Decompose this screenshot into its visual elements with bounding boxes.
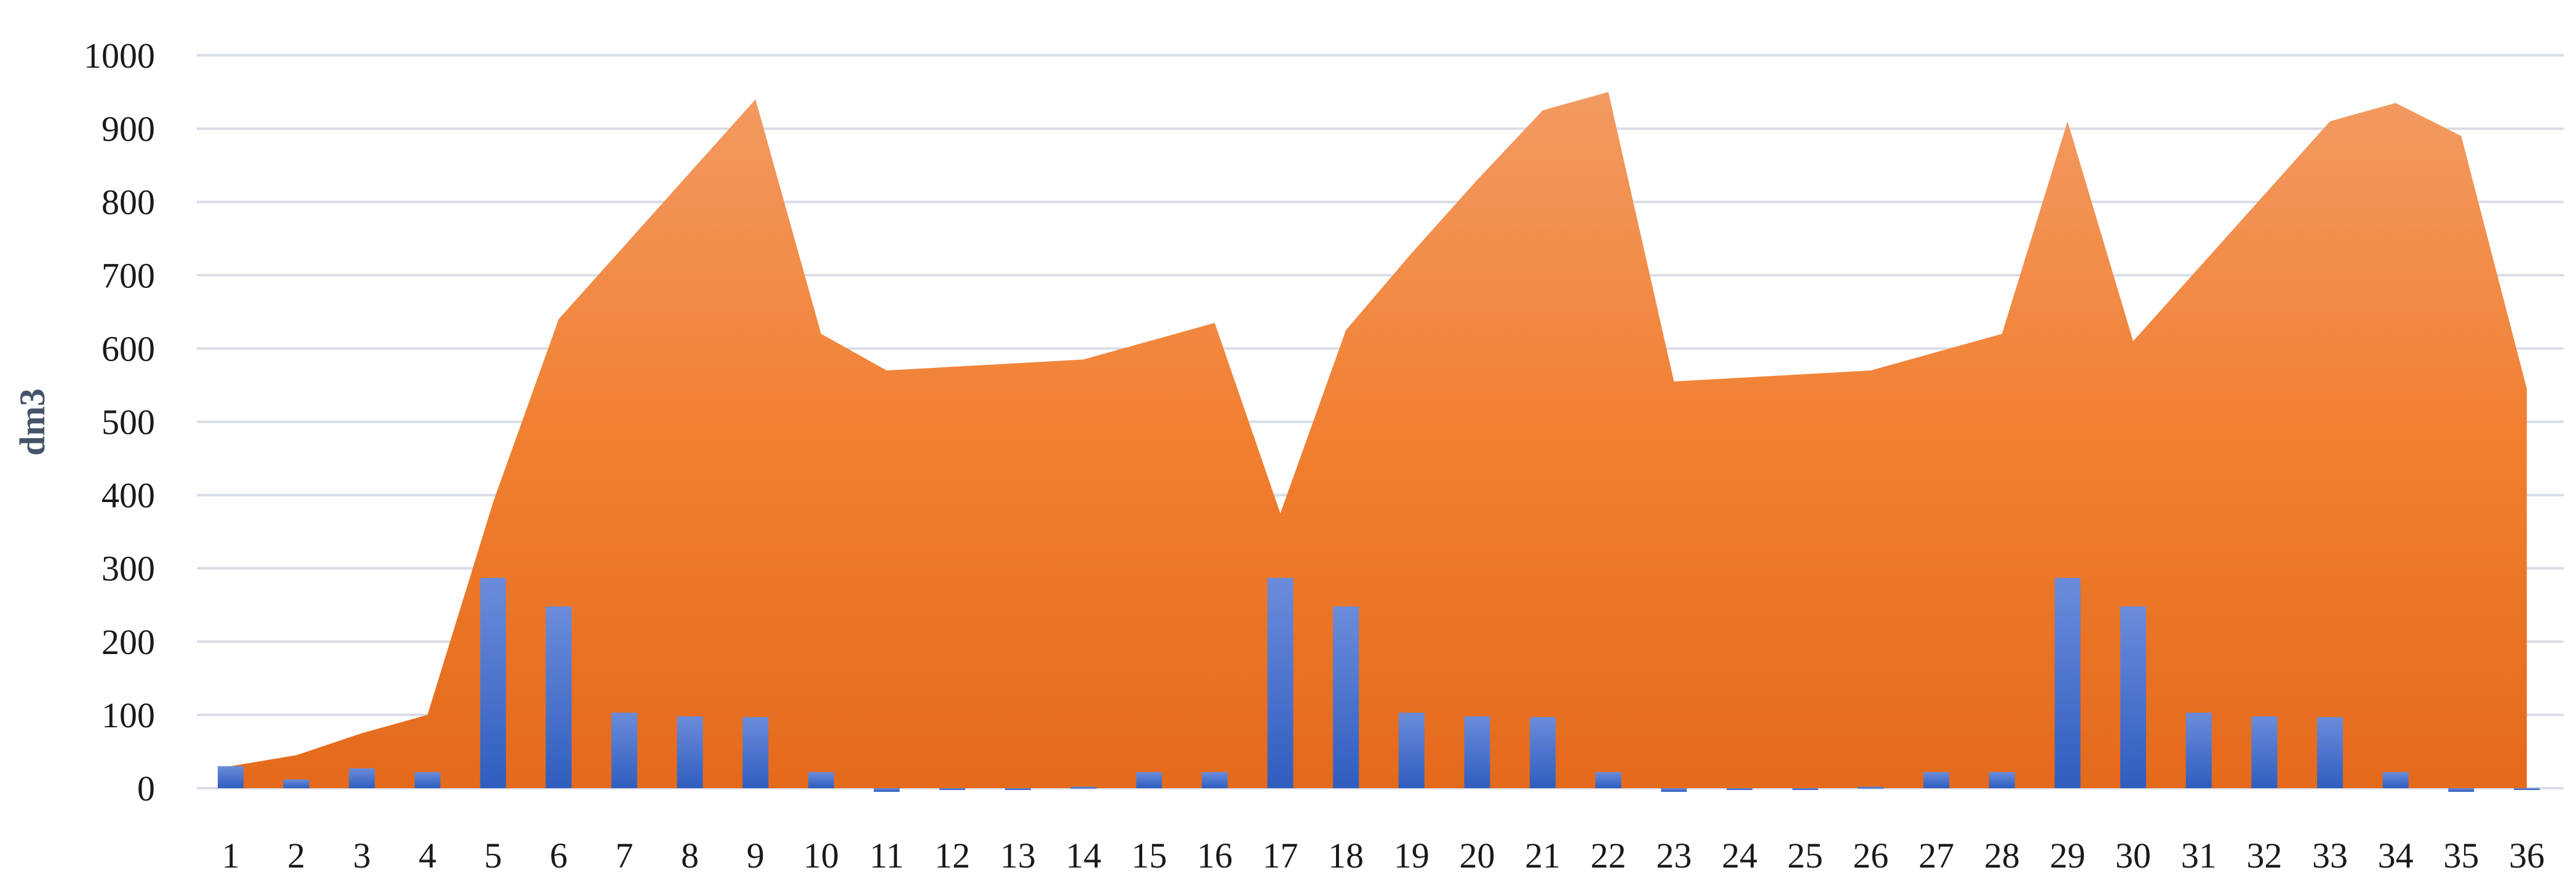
y-axis-title: dm3 bbox=[12, 388, 52, 456]
bar bbox=[1595, 772, 1621, 788]
x-tick-label: 6 bbox=[550, 836, 568, 876]
x-tick-label: 26 bbox=[1853, 836, 1888, 876]
bar bbox=[1923, 772, 1950, 788]
bar bbox=[2514, 788, 2540, 790]
bar bbox=[2317, 717, 2343, 788]
x-tick-label: 27 bbox=[1918, 836, 1954, 876]
x-tick-label: 9 bbox=[747, 836, 765, 876]
x-tick-label: 14 bbox=[1066, 836, 1102, 876]
bar bbox=[1333, 606, 1359, 788]
y-tick-label: 300 bbox=[101, 549, 155, 589]
bar bbox=[808, 772, 834, 788]
bar bbox=[1267, 578, 1294, 788]
x-tick-label: 15 bbox=[1131, 836, 1167, 876]
bar bbox=[1070, 786, 1097, 789]
bar bbox=[611, 712, 637, 788]
bar bbox=[1792, 788, 1818, 790]
y-tick-label: 100 bbox=[101, 695, 155, 735]
x-tick-label: 31 bbox=[2181, 836, 2217, 876]
bar bbox=[283, 779, 309, 788]
bar bbox=[939, 788, 966, 790]
x-tick-label: 8 bbox=[681, 836, 699, 876]
x-tick-label: 24 bbox=[1722, 836, 1757, 876]
x-tick-label: 12 bbox=[934, 836, 970, 876]
bar bbox=[1989, 772, 2015, 788]
x-tick-label: 28 bbox=[1984, 836, 2020, 876]
x-tick-label: 33 bbox=[2312, 836, 2348, 876]
x-tick-label: 16 bbox=[1197, 836, 1233, 876]
x-tick-label: 21 bbox=[1525, 836, 1560, 876]
y-axis-ticks: 0 100 200 300 400 500 600 700 800 900 1000 bbox=[84, 36, 155, 808]
bar bbox=[2185, 712, 2212, 788]
x-tick-label: 25 bbox=[1787, 836, 1823, 876]
bar bbox=[1530, 717, 1556, 788]
x-tick-label: 36 bbox=[2509, 836, 2545, 876]
bar bbox=[414, 772, 440, 788]
x-tick-label: 10 bbox=[803, 836, 839, 876]
bar bbox=[480, 578, 506, 788]
x-tick-label: 7 bbox=[615, 836, 633, 876]
y-tick-label: 700 bbox=[101, 255, 155, 295]
bar bbox=[1398, 712, 1425, 788]
bar bbox=[1136, 772, 1163, 788]
bar bbox=[2251, 716, 2278, 788]
y-tick-label: 0 bbox=[137, 768, 155, 808]
y-tick-label: 800 bbox=[101, 182, 155, 222]
bar bbox=[1858, 786, 1884, 789]
y-tick-label: 900 bbox=[101, 109, 155, 149]
bar bbox=[2054, 578, 2081, 788]
bar bbox=[677, 716, 703, 788]
bar bbox=[1727, 788, 1753, 790]
x-axis-ticks: 1 2 3 4 5 6 7 8 9 10 11 12 13 14 15 16 17 18 19 20 21 22 23 24 2… bbox=[222, 836, 2545, 876]
bar bbox=[873, 788, 900, 792]
x-tick-label: 2 bbox=[287, 836, 305, 876]
bar bbox=[218, 766, 244, 788]
bar bbox=[349, 768, 375, 788]
y-tick-label: 600 bbox=[101, 329, 155, 369]
y-tick-label: 500 bbox=[101, 402, 155, 442]
bar bbox=[2120, 606, 2147, 788]
x-tick-label: 17 bbox=[1263, 836, 1298, 876]
bar bbox=[1201, 772, 1228, 788]
x-tick-label: 20 bbox=[1459, 836, 1495, 876]
x-tick-label: 23 bbox=[1656, 836, 1691, 876]
bar bbox=[546, 606, 572, 788]
y-tick-label: 200 bbox=[101, 622, 155, 662]
bar-series bbox=[218, 578, 2540, 792]
y-tick-label: 400 bbox=[101, 476, 155, 516]
x-tick-label: 30 bbox=[2115, 836, 2151, 876]
x-tick-label: 35 bbox=[2443, 836, 2479, 876]
bar bbox=[742, 717, 769, 788]
bar bbox=[2448, 788, 2475, 792]
y-tick-label: 1000 bbox=[84, 36, 155, 76]
x-tick-label: 32 bbox=[2246, 836, 2282, 876]
area-fill bbox=[231, 92, 2527, 788]
x-tick-label: 5 bbox=[484, 836, 502, 876]
x-tick-label: 22 bbox=[1591, 836, 1626, 876]
x-tick-label: 29 bbox=[2049, 836, 2085, 876]
x-tick-label: 19 bbox=[1394, 836, 1429, 876]
x-tick-label: 11 bbox=[870, 836, 904, 876]
x-tick-label: 3 bbox=[353, 836, 371, 876]
x-tick-label: 34 bbox=[2378, 836, 2414, 876]
bar bbox=[2382, 772, 2409, 788]
x-tick-label: 18 bbox=[1328, 836, 1364, 876]
x-tick-label: 1 bbox=[222, 836, 240, 876]
x-tick-label: 4 bbox=[418, 836, 436, 876]
bar bbox=[1464, 716, 1490, 788]
bar bbox=[1004, 788, 1031, 790]
area-series bbox=[231, 92, 2527, 788]
bar bbox=[1661, 788, 1687, 792]
x-tick-label: 13 bbox=[1000, 836, 1036, 876]
